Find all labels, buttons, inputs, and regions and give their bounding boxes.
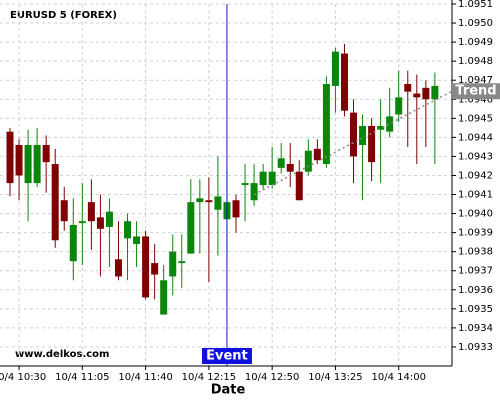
y-tick-label: 1.0942 — [458, 170, 493, 181]
x-tick-label: 10/4 10:30 — [0, 372, 46, 383]
candle-body — [377, 125, 385, 130]
y-tick-label: 1.0936 — [458, 285, 493, 296]
y-tick-label: 1.0950 — [458, 18, 493, 29]
y-tick-label: 1.0933 — [458, 342, 493, 353]
y-tick-label: 1.0945 — [458, 113, 493, 124]
candle-body — [15, 144, 23, 176]
x-tick-label: 10/4 11:05 — [55, 372, 109, 383]
candle-body — [87, 202, 95, 222]
x-axis-label: Date — [211, 383, 246, 398]
y-tick-label: 1.0944 — [458, 132, 493, 143]
y-tick-label: 1.0949 — [458, 37, 493, 48]
candle-body — [431, 85, 439, 100]
candle-body — [259, 171, 267, 185]
candle-body — [422, 87, 430, 100]
candle-body — [331, 51, 339, 86]
x-tick-label: 10/4 12:50 — [245, 372, 299, 383]
candle-body — [395, 97, 403, 115]
candle-body — [413, 93, 421, 98]
x-tick-label: 10/4 11:40 — [118, 372, 172, 383]
candle-body — [196, 198, 204, 203]
candle-body — [114, 259, 122, 277]
y-tick-label: 1.0935 — [458, 304, 493, 315]
candle-body — [6, 131, 14, 184]
trend-line — [253, 90, 453, 196]
candle-body — [160, 280, 168, 315]
candle-body — [178, 261, 186, 264]
y-tick-label: 1.0938 — [458, 247, 493, 258]
watermark: www.delkos.com — [15, 349, 109, 360]
candle-body — [105, 211, 113, 227]
x-tick-label: 10/4 13:25 — [308, 372, 362, 383]
candle-body — [169, 251, 177, 277]
y-tick-label: 1.0948 — [458, 56, 493, 67]
event-label-box — [201, 348, 252, 364]
candle-body — [60, 200, 68, 222]
x-tick-label: 10/4 14:00 — [371, 372, 425, 383]
candle-body — [295, 171, 303, 201]
candle-body — [340, 53, 348, 111]
candle-body — [96, 217, 104, 229]
candle-body — [313, 148, 321, 161]
y-tick-label: 1.0939 — [458, 228, 493, 239]
candle-body — [142, 236, 150, 298]
candle-body — [69, 225, 77, 262]
y-tick-label: 1.0951 — [458, 0, 493, 10]
event-label: Event — [206, 349, 248, 364]
candle-body — [250, 183, 258, 201]
chart-title: EURUSD 5 (FOREX) — [10, 10, 117, 21]
y-tick-label: 1.0937 — [458, 266, 493, 277]
candle-body — [133, 236, 141, 245]
trend-label: Trend — [455, 84, 496, 99]
candle-body — [205, 200, 213, 203]
candle-body — [214, 196, 222, 210]
candle-body — [322, 84, 330, 165]
y-tick-label: 1.0934 — [458, 323, 493, 334]
candle-body — [241, 183, 249, 185]
candle-body — [232, 200, 240, 218]
x-tick-label: 10/4 12:15 — [182, 372, 236, 383]
candle-body — [304, 150, 312, 172]
candle-body — [42, 144, 50, 163]
candle-body — [151, 263, 159, 275]
candle-body — [268, 171, 276, 185]
candle-body — [350, 112, 358, 157]
candle-body — [277, 158, 285, 168]
y-tick-label: 1.0946 — [458, 94, 493, 105]
candle-body — [386, 116, 394, 132]
candle-body — [33, 144, 41, 184]
candle-body — [51, 164, 59, 241]
candle-body — [286, 164, 294, 172]
candle-body — [368, 125, 376, 163]
candle-body — [124, 221, 132, 239]
y-tick-label: 1.0941 — [458, 190, 493, 201]
candle-body — [24, 144, 32, 184]
candle-body — [187, 202, 195, 254]
y-tick-label: 1.0940 — [458, 209, 493, 220]
candle-body — [359, 125, 367, 145]
candle-body — [404, 84, 412, 92]
candle-body — [78, 221, 86, 224]
y-tick-label: 1.0947 — [458, 75, 493, 86]
y-tick-label: 1.0943 — [458, 151, 493, 162]
trend-label-box — [452, 83, 500, 100]
